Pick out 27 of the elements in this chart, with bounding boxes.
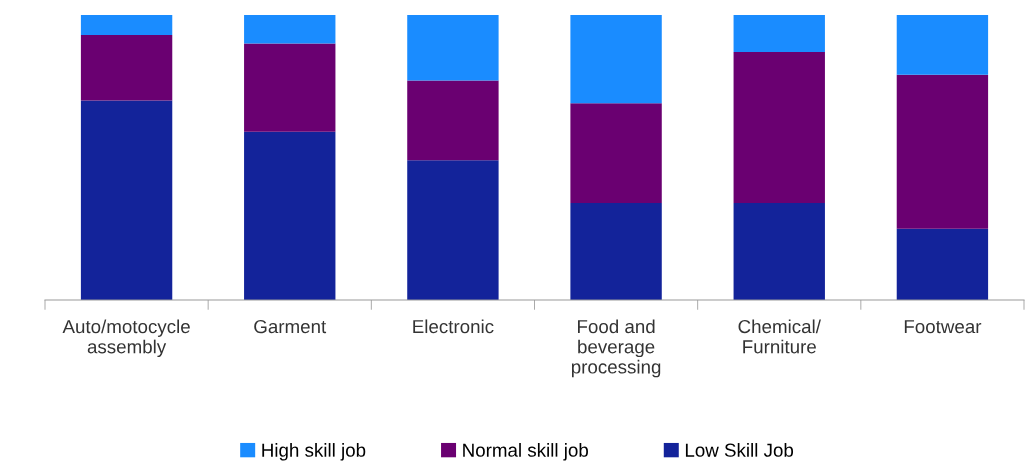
x-tick-label: Auto/motocycle assembly	[62, 319, 190, 358]
bar	[244, 15, 336, 44]
legend-label: Low Skill Job	[685, 443, 794, 457]
bar	[407, 15, 499, 81]
bar	[570, 103, 662, 204]
bar	[733, 52, 825, 204]
bar	[407, 160, 499, 300]
bar	[80, 100, 173, 300]
bar	[733, 15, 825, 53]
x-tick-label: Garment	[254, 319, 327, 334]
x-tick-label: Footwear	[904, 320, 982, 334]
bar	[80, 34, 173, 101]
legend-label: Normal skill job	[463, 443, 588, 461]
bar	[733, 203, 825, 300]
bar	[244, 131, 336, 300]
bar	[244, 43, 336, 132]
bar	[570, 15, 662, 104]
x-tick-label: Chemical/ Furniture	[738, 319, 821, 354]
x-tick-label: Electronic	[413, 319, 494, 334]
bar	[896, 228, 989, 300]
x-tick-label: Food and beverage processing	[571, 319, 661, 378]
bar	[896, 74, 989, 229]
bar	[80, 15, 173, 35]
legend-label: High skill job	[262, 443, 366, 461]
bar	[896, 15, 989, 75]
bar	[570, 203, 662, 300]
bar	[407, 80, 499, 161]
